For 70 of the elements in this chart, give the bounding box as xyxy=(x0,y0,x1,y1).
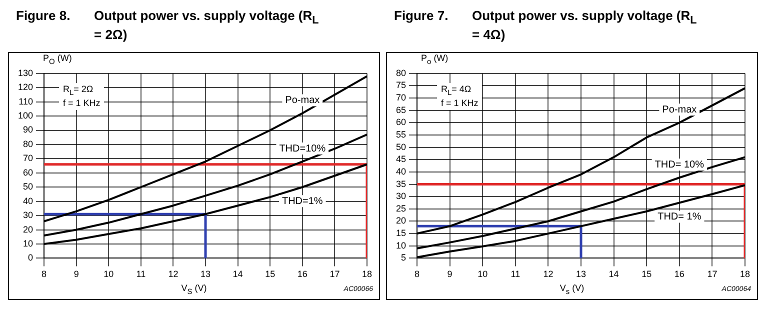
x-tick-label: 13 xyxy=(576,269,586,280)
series-label: Po-max xyxy=(285,94,320,106)
chart-title: Figure 7. xyxy=(393,8,450,25)
y-tick-label: 20 xyxy=(396,216,406,226)
annotation: R$_{L}$= 2Ω xyxy=(63,84,94,98)
x-tick-label: 15 xyxy=(642,269,652,280)
y-tick-label: 75 xyxy=(396,80,406,90)
y-tick-label: 100 xyxy=(18,110,34,121)
x-tick-label: 10 xyxy=(478,269,488,280)
y-axis-title: P$_{o}$ (W) xyxy=(420,53,450,66)
x-tick-label: 18 xyxy=(740,269,750,280)
x-tick-label: 13 xyxy=(200,269,211,280)
y-tick-label: 10 xyxy=(396,240,406,250)
x-tick-label: 16 xyxy=(297,269,308,280)
y-tick-label: 30 xyxy=(396,191,406,202)
y-axis-title: P$_{O}$ (W) xyxy=(42,53,73,66)
y-tick-label: 120 xyxy=(18,82,34,92)
x-tick-label: 15 xyxy=(265,269,276,280)
y-tick-label: 65 xyxy=(396,104,406,115)
y-tick-label: 40 xyxy=(23,196,34,206)
y-tick-label: 60 xyxy=(396,117,406,128)
annotation: R$_{L}$= 4Ω xyxy=(441,84,472,98)
y-tick-label: 80 xyxy=(396,68,406,78)
y-tick-label: 10 xyxy=(23,238,34,248)
x-tick-label: 12 xyxy=(543,269,554,280)
y-tick-label: 55 xyxy=(396,129,406,140)
x-tick-label: 11 xyxy=(136,269,146,280)
annotation: f = 1 KHz xyxy=(441,98,478,109)
text: Output power vs. supply voltage (R$_{L}$ = 4Ω) xyxy=(472,8,697,42)
y-tick-label: 110 xyxy=(18,96,34,106)
x-axis-title: V$_{s}$ (V) xyxy=(560,283,584,296)
x-tick-label: 11 xyxy=(510,269,520,280)
x-tick-label: 10 xyxy=(104,269,114,280)
y-tick-label: 40 xyxy=(396,166,406,176)
chart-title: Figure 8. xyxy=(15,8,72,25)
x-tick-label: 14 xyxy=(608,269,619,280)
x-tick-label: 16 xyxy=(674,269,684,280)
annotation: f = 1 KHz xyxy=(63,98,100,109)
y-tick-label: 130 xyxy=(18,68,34,78)
y-tick-label: 5 xyxy=(400,252,406,263)
y-tick-label: 80 xyxy=(23,138,34,149)
series-label: Po-max xyxy=(662,104,697,116)
y-tick-label: 30 xyxy=(23,210,34,220)
series-label: THD= 1% xyxy=(658,212,702,223)
x-tick-label: 14 xyxy=(232,269,243,280)
x-axis-title: V$_{S}$ (V) xyxy=(181,283,207,296)
y-tick-label: 70 xyxy=(23,153,34,164)
y-tick-label: 25 xyxy=(396,203,406,214)
series-label: THD=1% xyxy=(282,196,323,207)
y-tick-label: 70 xyxy=(396,92,406,103)
x-tick-label: 17 xyxy=(330,269,340,280)
y-tick-label: 35 xyxy=(396,178,406,189)
x-tick-label: 8 xyxy=(42,269,47,280)
x-tick-label: 18 xyxy=(362,269,372,280)
x-tick-label: 8 xyxy=(414,269,420,280)
y-tick-label: 90 xyxy=(23,124,34,135)
y-tick-label: 45 xyxy=(396,154,406,164)
x-tick-label: 9 xyxy=(74,269,79,280)
y-tick-label: 0 xyxy=(28,252,34,263)
series-label: THD=10% xyxy=(279,143,326,154)
y-tick-label: 60 xyxy=(23,167,34,178)
text: Output power vs. supply voltage (R$_{L}$ = 2Ω) xyxy=(94,8,319,42)
y-tick-label: 20 xyxy=(23,224,34,234)
y-tick-label: 50 xyxy=(396,142,406,152)
y-tick-label: 15 xyxy=(396,228,406,238)
x-tick-label: 12 xyxy=(168,269,178,280)
y-tick-label: 50 xyxy=(23,182,34,192)
x-tick-label: 17 xyxy=(707,269,718,280)
series-label: THD= 10% xyxy=(654,159,704,170)
x-tick-label: 9 xyxy=(447,269,452,280)
